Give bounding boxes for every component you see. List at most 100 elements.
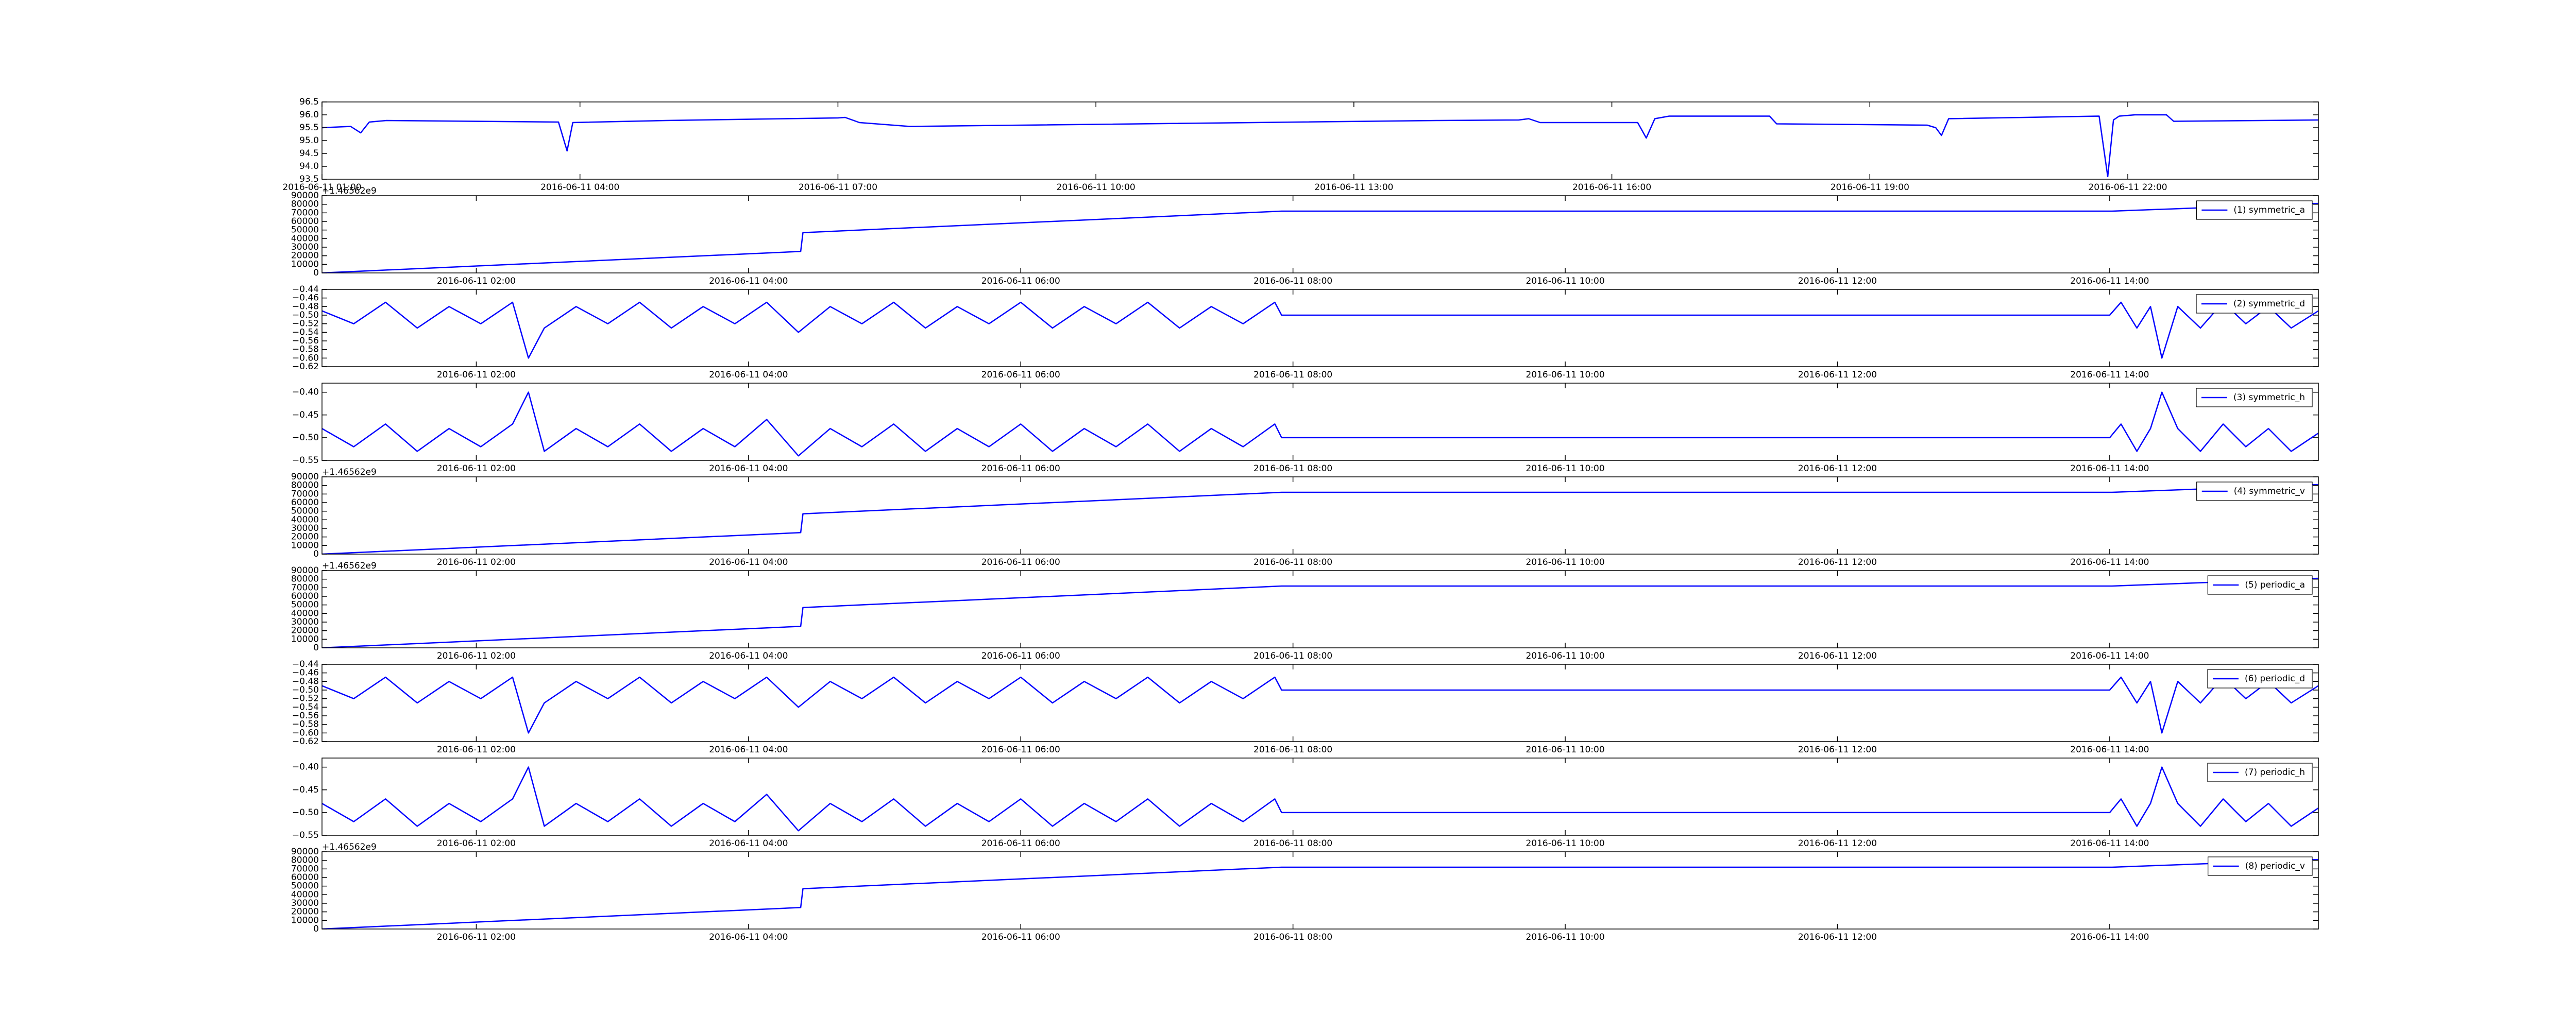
x-tick-label: 2016-06-11 14:00	[2070, 557, 2149, 567]
x-tick-label: 2016-06-11 12:00	[1798, 463, 1877, 474]
x-tick-label: 2016-06-11 07:00	[799, 182, 877, 193]
data-line	[322, 484, 2318, 554]
y-tick-label: 20000	[291, 626, 319, 636]
x-tick-label: 2016-06-11 04:00	[709, 463, 788, 474]
y-tick-label: −0.50	[292, 807, 319, 818]
x-tick-label: 2016-06-11 08:00	[1253, 557, 1332, 567]
x-tick-label: 2016-06-11 06:00	[981, 463, 1060, 474]
y-tick-label: −0.48	[292, 676, 319, 686]
y-tick-label: 70000	[291, 864, 319, 874]
y-tick-label: −0.60	[292, 353, 319, 363]
y-tick-label: −0.48	[292, 301, 319, 312]
x-tick-label: 2016-06-11 02:00	[437, 651, 516, 661]
legend-label: (3) symmetric_h	[2233, 392, 2305, 403]
x-tick-label: 2016-06-11 10:00	[1526, 651, 1604, 661]
axes-frame	[321, 195, 2319, 273]
y-tick-label: 70000	[291, 489, 319, 499]
axes-frame	[321, 289, 2319, 367]
y-tick-label: 50000	[291, 225, 319, 235]
subplot: 0100002000030000400005000060000700008000…	[291, 561, 2319, 661]
x-tick-label: 2016-06-11 10:00	[1057, 182, 1136, 193]
legend-label: (2) symmetric_d	[2233, 299, 2305, 309]
y-tick-label: 95.5	[299, 123, 319, 133]
x-tick-label: 2016-06-11 12:00	[1798, 276, 1877, 286]
subplot: 0100002000030000400005000060000700008000…	[291, 186, 2319, 286]
x-tick-label: 2016-06-11 02:00	[437, 838, 516, 849]
x-tick-label: 2016-06-11 16:00	[1572, 182, 1651, 193]
x-tick-label: 2016-06-11 12:00	[1798, 838, 1877, 849]
subplot: −0.62−0.60−0.58−0.56−0.54−0.52−0.50−0.48…	[292, 284, 2319, 380]
x-tick-label: 2016-06-11 04:00	[709, 932, 788, 942]
x-tick-label: 2016-06-11 04:00	[709, 745, 788, 755]
x-tick-label: 2016-06-11 12:00	[1798, 557, 1877, 567]
y-tick-label: 90000	[291, 472, 319, 482]
y-tick-label: 40000	[291, 233, 319, 244]
axes-frame	[321, 101, 2319, 180]
x-tick-label: 2016-06-11 12:00	[1798, 370, 1877, 380]
x-tick-label: 2016-06-11 08:00	[1253, 838, 1332, 849]
y-tick-label: 90000	[291, 847, 319, 857]
legend-label: (6) periodic_d	[2245, 674, 2305, 684]
subplot: 93.5 94.0 94.5 95.0 95.5 96.0 96.5 2016-06-11 0…	[282, 97, 2319, 193]
y-tick-label: −0.54	[292, 702, 319, 712]
y-tick-label: −0.52	[292, 694, 319, 704]
data-line	[322, 858, 2318, 929]
y-tick-label: 20000	[291, 532, 319, 542]
data-line	[322, 766, 2318, 832]
x-tick-label: 2016-06-11 02:00	[437, 463, 516, 474]
subplot: −0.62−0.60−0.58−0.56−0.54−0.52−0.50−0.48…	[292, 659, 2319, 755]
legend-box	[2196, 200, 2313, 220]
y-tick-label: 0	[313, 268, 319, 278]
x-tick-label: 2016-06-11 14:00	[2070, 276, 2149, 286]
y-tick-label: −0.55	[292, 830, 319, 840]
y-tick-label: −0.54	[292, 327, 319, 337]
axes-frame	[321, 758, 2319, 836]
y-tick-label: 50000	[291, 600, 319, 610]
y-tick-label: 90000	[291, 565, 319, 576]
legend-box	[2196, 294, 2313, 314]
y-tick-label: −0.44	[292, 659, 319, 669]
y-tick-label: −0.50	[292, 433, 319, 443]
x-tick-label: 2016-06-11 14:00	[2070, 932, 2149, 942]
y-tick-label: 60000	[291, 591, 319, 601]
axes-frame	[321, 851, 2319, 930]
y-tick-label: −0.44	[292, 284, 319, 295]
x-tick-label: 2016-06-11 10:00	[1526, 838, 1604, 849]
data-line	[322, 676, 2318, 734]
x-tick-label: 2016-06-11 02:00	[437, 276, 516, 286]
y-tick-label: 10000	[291, 634, 319, 644]
data-line	[322, 391, 2318, 457]
data-line	[322, 114, 2318, 178]
legend-label: (7) periodic_h	[2245, 767, 2305, 778]
y-tick-label: 10000	[291, 259, 319, 269]
x-tick-label: 2016-06-11 14:00	[2070, 463, 2149, 474]
x-tick-label: 2016-06-11 04:00	[540, 182, 619, 193]
y-tick-label: 40000	[291, 889, 319, 900]
y-tick-label: 0	[313, 924, 319, 934]
y-tick-label: 20000	[291, 251, 319, 261]
x-tick-label: 2016-06-11 08:00	[1253, 932, 1332, 942]
y-tick-label: 40000	[291, 514, 319, 525]
y-tick-label: 80000	[291, 199, 319, 210]
axes-frame	[321, 383, 2319, 461]
x-tick-label: 2016-06-11 13:00	[1314, 182, 1393, 193]
plot-area	[322, 676, 2318, 734]
y-tick-label: −0.45	[292, 410, 319, 420]
x-tick-label: 2016-06-11 06:00	[981, 276, 1060, 286]
y-tick-label: 80000	[291, 855, 319, 866]
y-tick-label: 96.0	[299, 110, 319, 120]
axes-frame	[321, 476, 2319, 555]
subplot: 0100002000030000400005000060000700008000…	[291, 467, 2319, 567]
y-tick-label: 95.0	[299, 135, 319, 146]
x-tick-label: 2016-06-11 12:00	[1798, 651, 1877, 661]
x-tick-label: 2016-06-11 14:00	[2070, 651, 2149, 661]
y-tick-label: 80000	[291, 574, 319, 584]
y-tick-label: −0.60	[292, 728, 319, 738]
x-tick-label: 2016-06-11 02:00	[437, 557, 516, 567]
plot-area	[322, 858, 2318, 929]
y-tick-label: 20000	[291, 907, 319, 917]
plot-area	[322, 766, 2318, 832]
x-tick-label: 2016-06-11 04:00	[709, 651, 788, 661]
offset-text: +1.46562e9	[322, 186, 377, 196]
